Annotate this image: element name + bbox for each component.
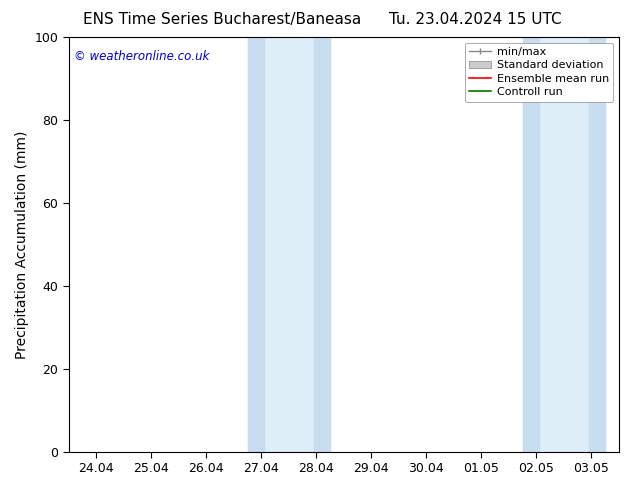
Y-axis label: Precipitation Accumulation (mm): Precipitation Accumulation (mm) xyxy=(15,130,29,359)
Text: Tu. 23.04.2024 15 UTC: Tu. 23.04.2024 15 UTC xyxy=(389,12,562,27)
Bar xyxy=(314,37,330,452)
Bar xyxy=(248,37,330,452)
Bar xyxy=(589,37,605,452)
Text: © weatheronline.co.uk: © weatheronline.co.uk xyxy=(74,49,210,63)
Bar xyxy=(522,37,540,452)
Bar xyxy=(522,37,605,452)
Legend: min/max, Standard deviation, Ensemble mean run, Controll run: min/max, Standard deviation, Ensemble me… xyxy=(465,43,614,101)
Text: ENS Time Series Bucharest/Baneasa: ENS Time Series Bucharest/Baneasa xyxy=(83,12,361,27)
Bar xyxy=(248,37,264,452)
